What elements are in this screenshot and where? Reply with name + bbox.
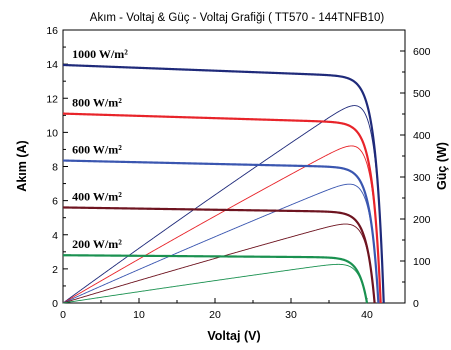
left-tick-label: 14 <box>46 59 58 71</box>
series-label-0: 1000 W/m² <box>72 47 128 61</box>
pv-curve-1 <box>62 145 382 304</box>
iv-curve-0 <box>62 63 385 304</box>
right-axis-ticks: 0 100 200 300 400 500 600 <box>400 46 431 310</box>
left-tick-label: 4 <box>52 230 58 242</box>
left-tick-label: 0 <box>52 298 58 310</box>
right-tick-label: 200 <box>413 214 431 226</box>
left-tick-label: 12 <box>46 93 58 105</box>
series-label-1: 800 W/m² <box>72 96 122 110</box>
left-tick-label: 6 <box>52 196 58 208</box>
pv-curve-2 <box>62 183 379 304</box>
iv-curve-3 <box>62 206 376 304</box>
right-tick-label: 100 <box>413 256 431 268</box>
left-tick-label: 8 <box>52 162 58 174</box>
x-tick-label: 30 <box>285 309 297 321</box>
chart-title: Akım - Voltaj & Güç - Voltaj Grafiği ( T… <box>90 12 385 24</box>
series-label-3: 400 W/m² <box>72 189 122 203</box>
x-tick-label: 20 <box>209 309 221 321</box>
iv-curve-2 <box>62 159 380 304</box>
right-tick-label: 600 <box>413 46 431 58</box>
x-tick-label: 10 <box>133 309 145 321</box>
x-tick-label: 40 <box>361 309 373 321</box>
series-layer <box>62 63 385 304</box>
left-tick-label: 2 <box>52 264 58 276</box>
x-tick-label: 0 <box>60 309 66 321</box>
x-axis-ticks: 0 10 20 30 40 <box>60 298 373 321</box>
left-tick-label: 10 <box>46 127 58 139</box>
x-axis-label: Voltaj (V) <box>207 329 260 343</box>
iv-curve-1 <box>62 112 382 304</box>
right-tick-label: 300 <box>413 172 431 184</box>
pv-curve-0 <box>62 105 385 304</box>
right-axis-label: Güç (W) <box>435 142 449 190</box>
series-label-2: 600 W/m² <box>72 143 122 157</box>
right-tick-label: 500 <box>413 88 431 100</box>
right-tick-label: 0 <box>413 298 419 310</box>
series-label-4: 200 W/m² <box>72 237 122 251</box>
pv-curve-3 <box>62 223 376 304</box>
right-tick-label: 400 <box>413 130 431 142</box>
left-axis-ticks: 0 2 4 6 8 10 12 14 16 <box>46 25 68 310</box>
iv-curve-4 <box>62 254 369 304</box>
series-labels: 1000 W/m² 800 W/m² 600 W/m² 400 W/m² 200 W/m… <box>72 47 128 251</box>
pv-curve-4 <box>62 263 368 304</box>
left-tick-label: 16 <box>46 25 58 37</box>
left-axis-label: Akım (A) <box>15 140 29 191</box>
